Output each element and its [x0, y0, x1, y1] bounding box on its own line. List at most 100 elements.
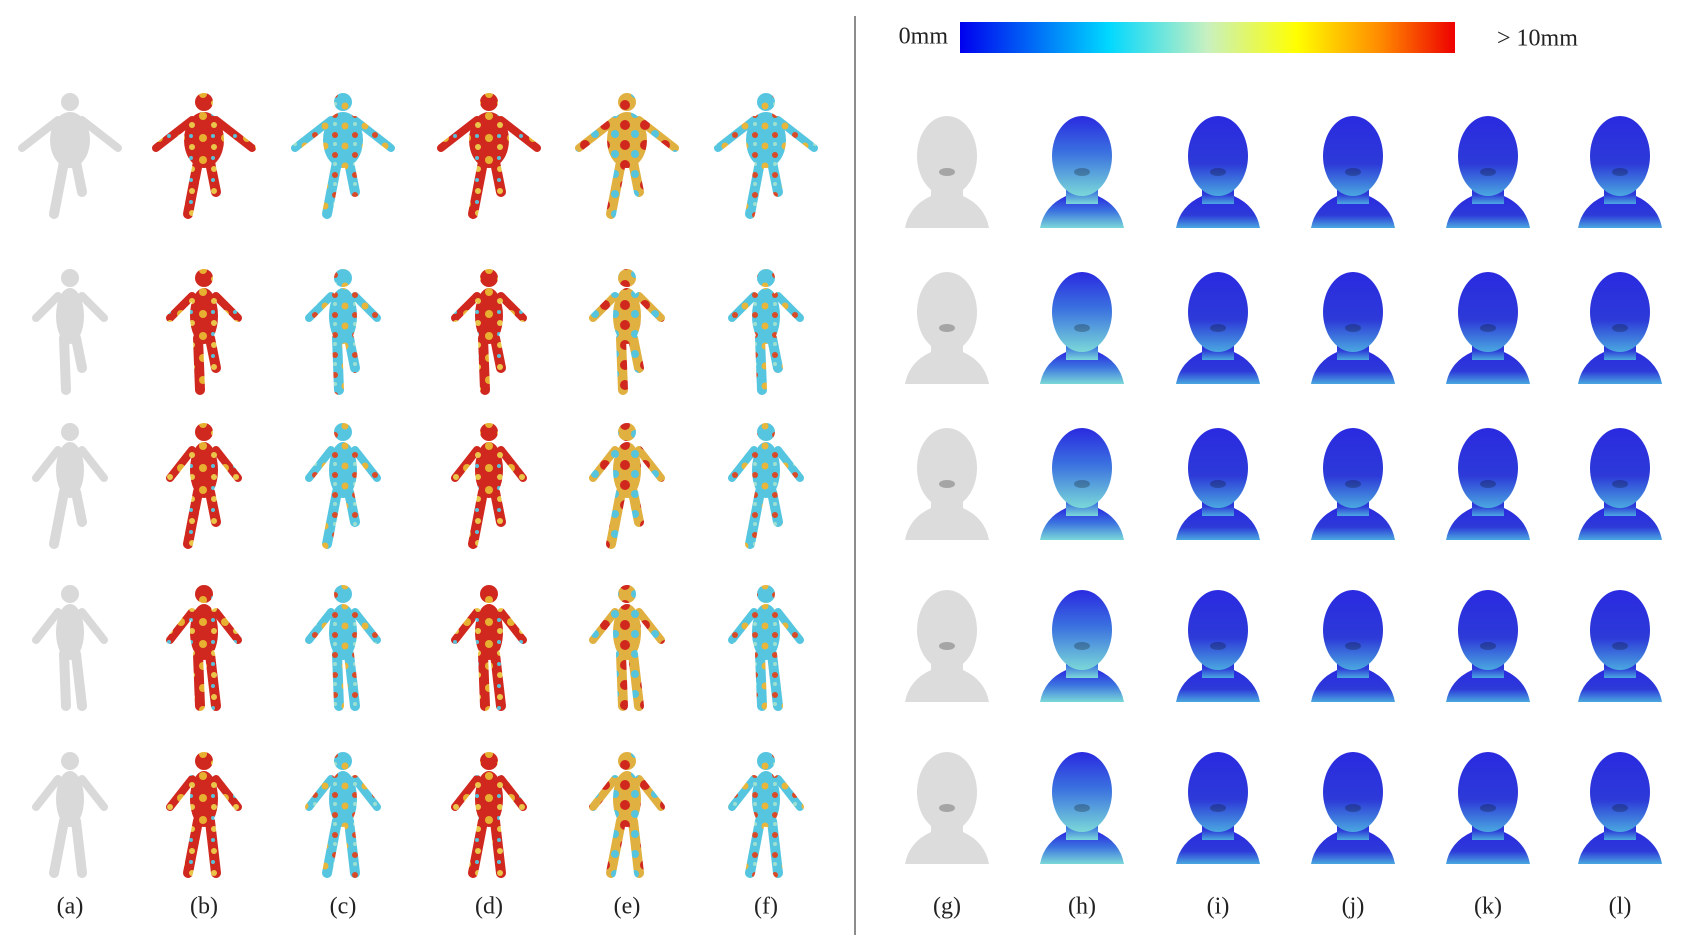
arm	[305, 608, 335, 644]
head-render	[905, 428, 989, 540]
colorbar	[960, 22, 1455, 53]
shoulders	[905, 508, 989, 540]
head-render	[1176, 116, 1260, 228]
leg	[322, 487, 342, 549]
cranium	[1188, 590, 1248, 670]
head	[334, 423, 352, 441]
torso	[475, 442, 503, 498]
mouth	[1480, 642, 1496, 650]
mouth	[939, 324, 955, 332]
shoulders	[1311, 352, 1395, 384]
head-render	[1311, 590, 1395, 702]
arm	[451, 292, 481, 322]
cranium	[1323, 116, 1383, 196]
shoulders	[1311, 832, 1395, 864]
mouth	[1210, 168, 1226, 176]
cranium	[1458, 116, 1518, 196]
arm	[728, 608, 758, 644]
cranium	[1458, 428, 1518, 508]
arm	[152, 116, 196, 152]
arm	[635, 446, 665, 482]
body-render	[728, 423, 804, 549]
arm	[32, 292, 62, 322]
head-render	[1446, 272, 1530, 384]
shoulders	[1446, 196, 1530, 228]
leg	[59, 649, 71, 711]
mouth	[1345, 642, 1361, 650]
arm	[305, 775, 335, 811]
arm	[497, 608, 527, 644]
arm	[589, 292, 619, 322]
leg	[767, 649, 783, 711]
shoulders	[1176, 832, 1260, 864]
mouth	[939, 642, 955, 650]
arm	[351, 775, 381, 811]
head	[480, 423, 498, 441]
leg	[606, 157, 626, 219]
shoulders	[905, 832, 989, 864]
torso	[752, 771, 780, 827]
mouth	[939, 804, 955, 812]
leg	[205, 649, 221, 711]
arm	[166, 292, 196, 322]
mouth	[1074, 642, 1090, 650]
cranium	[1323, 752, 1383, 832]
torso	[56, 288, 84, 344]
body-render	[305, 585, 381, 711]
leg	[344, 816, 360, 878]
head-render	[1040, 752, 1124, 864]
leg	[49, 487, 69, 549]
leg	[468, 816, 488, 878]
torso	[190, 288, 218, 344]
head-render	[1311, 116, 1395, 228]
head-render	[1176, 428, 1260, 540]
arm	[305, 446, 335, 482]
arm	[78, 292, 108, 322]
cranium	[1052, 590, 1112, 670]
leg	[628, 157, 644, 197]
leg	[332, 649, 344, 711]
cranium	[1188, 428, 1248, 508]
mouth	[1074, 804, 1090, 812]
head-render	[1446, 752, 1530, 864]
head	[480, 752, 498, 770]
arm	[774, 775, 804, 811]
shoulders	[1176, 670, 1260, 702]
cranium	[1458, 752, 1518, 832]
shoulders	[1176, 352, 1260, 384]
leg	[755, 649, 767, 711]
shoulders	[1578, 196, 1662, 228]
head	[61, 423, 79, 441]
cranium	[1323, 590, 1383, 670]
arm	[589, 608, 619, 644]
torso	[329, 771, 357, 827]
leg	[344, 333, 360, 373]
arm	[78, 775, 108, 811]
body-render	[451, 269, 527, 395]
torso	[469, 112, 509, 168]
leg	[322, 816, 342, 878]
leg	[49, 157, 69, 219]
head	[195, 423, 213, 441]
cranium	[1052, 752, 1112, 832]
head	[480, 585, 498, 603]
torso	[607, 112, 647, 168]
head-render	[905, 752, 989, 864]
column-label: (i)	[1207, 894, 1230, 920]
arm	[635, 608, 665, 644]
mouth	[1480, 804, 1496, 812]
shoulders	[1311, 196, 1395, 228]
leg	[468, 157, 488, 219]
head	[757, 269, 775, 287]
body-render	[728, 269, 804, 395]
body-render	[305, 423, 381, 549]
leg	[628, 487, 644, 527]
head	[618, 752, 636, 770]
arm	[774, 446, 804, 482]
head	[757, 585, 775, 603]
head-render	[1040, 116, 1124, 228]
body-render	[728, 585, 804, 711]
cranium	[1188, 116, 1248, 196]
body-render	[451, 585, 527, 711]
torso	[475, 771, 503, 827]
